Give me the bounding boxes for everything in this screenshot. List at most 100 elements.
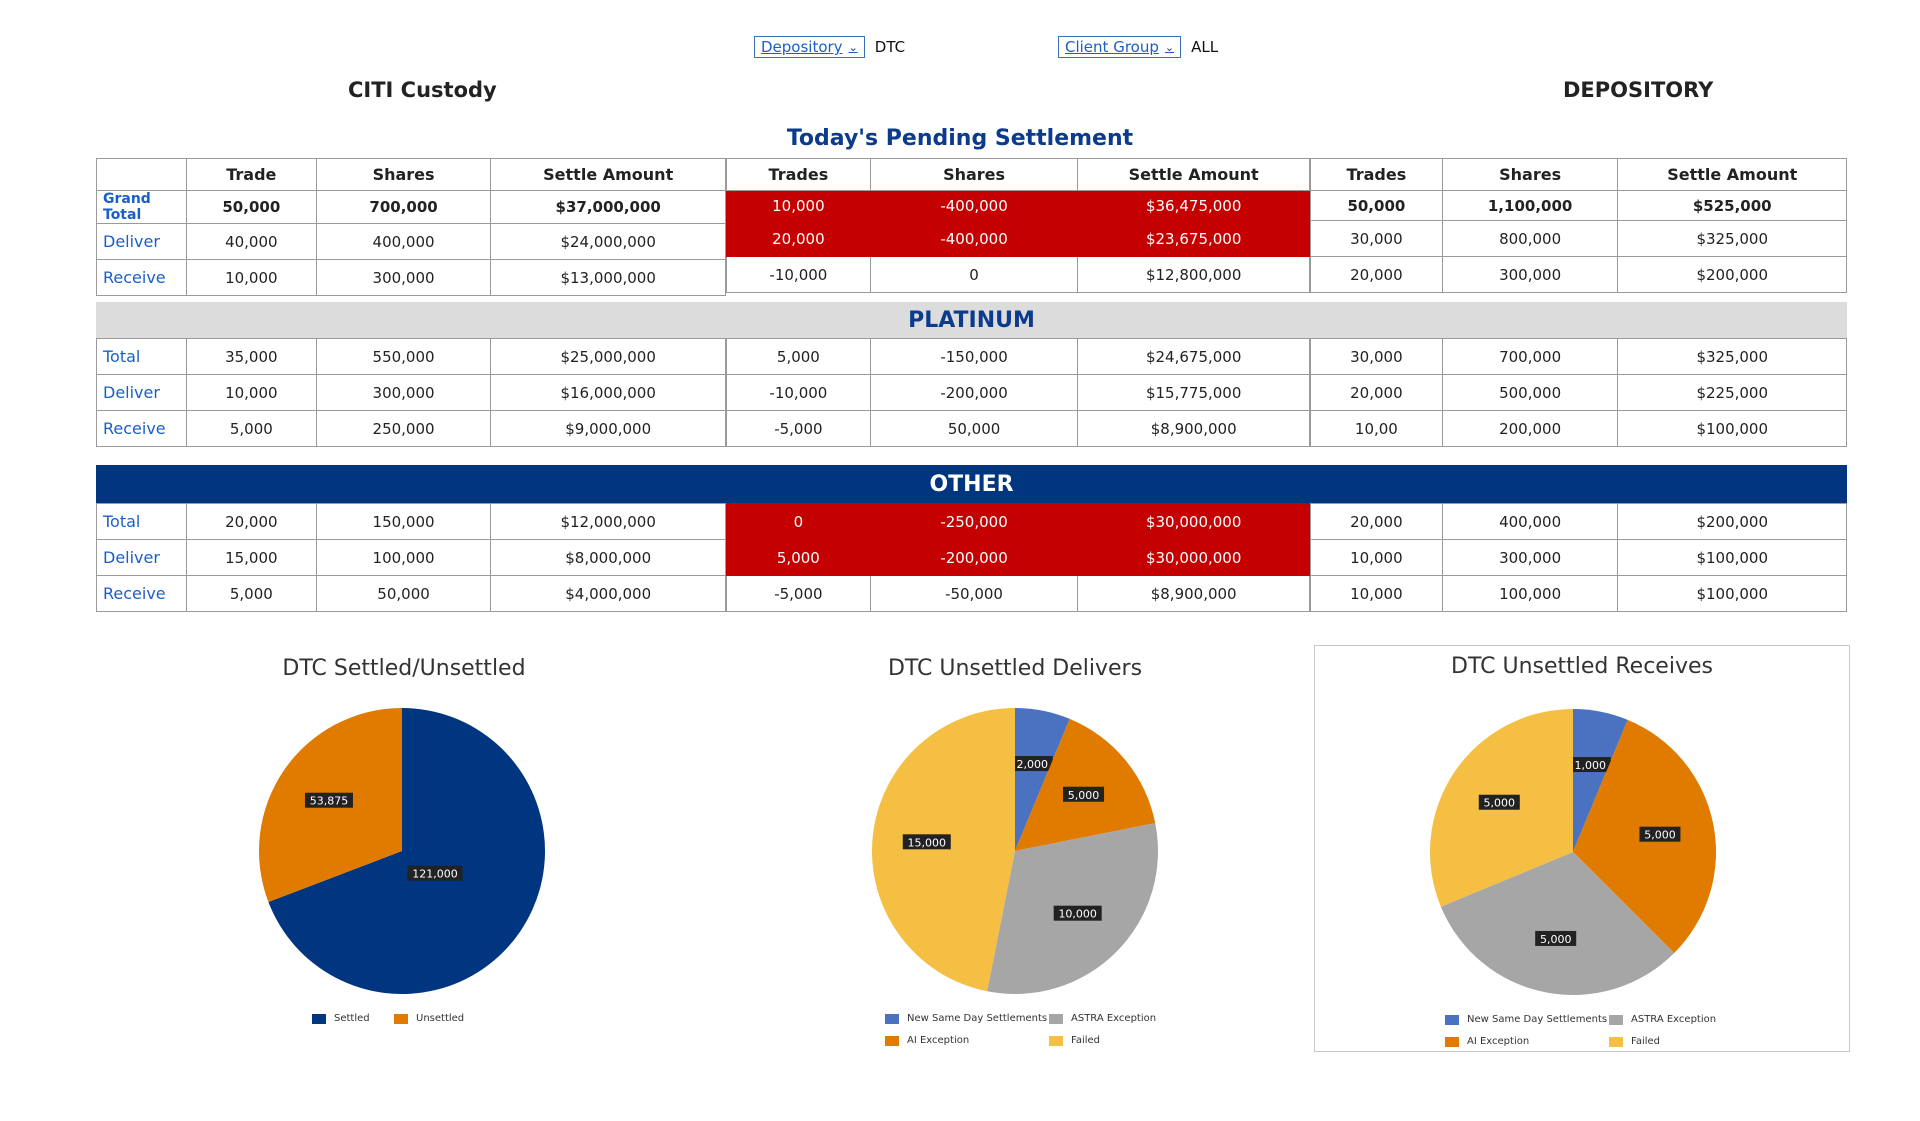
table-cell: $25,000,000 <box>490 338 726 375</box>
table-row: 20,000 -400,000 $23,675,000 <box>726 220 1310 257</box>
table-cell: 1,100,000 <box>1441 190 1619 221</box>
legend-label: ASTRA Exception <box>1071 1013 1157 1024</box>
blank-header <box>96 158 187 191</box>
table-row: Grand Total 50,000 700,000 $37,000,000 <box>96 190 726 224</box>
table-cell: 30,000 <box>1310 338 1443 375</box>
legend-swatch <box>1049 1013 1063 1024</box>
other-band: OTHER <box>96 465 1847 503</box>
depository-heading: DEPOSITORY <box>1563 78 1714 102</box>
table-cell: $36,475,000 <box>1077 190 1310 221</box>
table-row: Total 20,000 150,000 $12,000,000 <box>96 503 726 540</box>
pending-grand-table: Trades Shares Settle Amount 10,000 -400,000 $… <box>726 158 1310 293</box>
table-row: 10,000 -400,000 $36,475,000 <box>726 190 1310 221</box>
pending-other-table: 0 -250,000 $30,000,000 5,000 -200,000 $30,000… <box>726 503 1310 612</box>
table-row: 10,00 200,000 $100,000 <box>1310 410 1847 447</box>
table-row: 5,000 -200,000 $30,000,000 <box>726 539 1310 576</box>
table-cell: $100,000 <box>1617 410 1847 447</box>
table-cell: $30,000,000 <box>1077 503 1310 540</box>
pie-slice-ai-exception[interactable] <box>1015 718 1156 851</box>
table-cell: 10,00 <box>1310 410 1443 447</box>
chevron-down-icon: ⌄ <box>848 40 858 54</box>
data-label-background <box>1063 786 1105 802</box>
pie-slice-settled[interactable] <box>268 708 545 994</box>
table-row: Total 35,000 550,000 $25,000,000 <box>96 338 726 375</box>
legend-label: Failed <box>1071 1035 1101 1046</box>
table-row: -5,000 -50,000 $8,900,000 <box>726 575 1310 612</box>
legend-item: ASTRA Exception <box>1609 1014 1716 1025</box>
legend-item: Unsettled <box>394 1013 464 1024</box>
chart-unsettled-delivers: DTC Unsettled Delivers 2,000 5,000 10,000 1… <box>730 648 1300 1068</box>
row-label-link[interactable]: Total <box>96 338 187 375</box>
table-cell: $325,000 <box>1617 220 1847 257</box>
table-cell: 250,000 <box>315 410 492 447</box>
data-label-background <box>304 792 353 808</box>
data-label-background <box>1569 757 1611 773</box>
depository-grand-table: Trades Shares Settle Amount 50,000 1,100,000… <box>1310 158 1847 293</box>
row-label-link[interactable]: Receive <box>96 259 187 296</box>
data-label: 2,000 <box>1017 758 1049 771</box>
legend-label: New Same Day Settlements <box>1467 1014 1608 1025</box>
table-row: -10,000 -200,000 $15,775,000 <box>726 374 1310 411</box>
table-cell: 300,000 <box>1441 539 1619 576</box>
row-label-link[interactable]: Receive <box>96 410 187 447</box>
row-label-link[interactable]: Grand Total <box>96 190 187 224</box>
table-row: 20,000 400,000 $200,000 <box>1310 503 1847 540</box>
table-cell: 300,000 <box>315 259 492 296</box>
table-cell: $8,900,000 <box>1077 575 1310 612</box>
table-cell: 100,000 <box>315 539 492 576</box>
table-cell: -10,000 <box>726 256 871 293</box>
row-label-link[interactable]: Deliver <box>96 374 187 411</box>
table-cell: $100,000 <box>1617 539 1847 576</box>
client-group-filter: Client Group ⌄ ALL <box>1058 36 1218 58</box>
row-label-link[interactable]: Deliver <box>96 223 187 260</box>
pie-slice-new-same-day-settlements[interactable] <box>1015 708 1070 851</box>
table-cell: $325,000 <box>1617 338 1847 375</box>
column-header: Settle Amount <box>1077 158 1310 191</box>
table-cell: 20,000 <box>1310 503 1443 540</box>
row-label-link[interactable]: Receive <box>96 575 187 612</box>
pie-slice-new-same-day-settlements[interactable] <box>1573 709 1628 852</box>
legend-swatch <box>312 1013 326 1024</box>
table-cell: 300,000 <box>1441 256 1619 293</box>
table-cell: 20,000 <box>726 220 871 257</box>
table-cell: 35,000 <box>185 338 317 375</box>
pie-slice-failed[interactable] <box>872 708 1015 992</box>
table-row: 10,000 300,000 $100,000 <box>1310 539 1847 576</box>
table-cell: 700,000 <box>1441 338 1619 375</box>
table-row: Receive 5,000 50,000 $4,000,000 <box>96 575 726 612</box>
table-cell: 10,000 <box>1310 575 1443 612</box>
table-cell: $8,000,000 <box>490 539 726 576</box>
client-group-select-label: Client Group <box>1065 38 1159 56</box>
chart-title: DTC Settled/Unsettled <box>282 656 526 681</box>
table-cell: $15,775,000 <box>1077 374 1310 411</box>
data-label-background <box>1639 826 1681 842</box>
table-cell: 0 <box>726 503 871 540</box>
depository-select[interactable]: Depository ⌄ <box>754 36 865 58</box>
pending-platinum-table: 5,000 -150,000 $24,675,000 -10,000 -200,000 $… <box>726 338 1310 447</box>
client-group-value: ALL <box>1191 38 1219 56</box>
legend-swatch <box>1609 1014 1623 1025</box>
row-label-link[interactable]: Deliver <box>96 539 187 576</box>
table-cell: 10,000 <box>1310 539 1443 576</box>
data-label: 1,000 <box>1575 759 1607 772</box>
pie-chart-svg: 2,000 5,000 10,000 15,000 <box>872 708 1158 994</box>
legend-swatch <box>885 1035 899 1046</box>
table-cell: 400,000 <box>315 223 492 260</box>
citi-platinum-table: Total 35,000 550,000 $25,000,000 Deliver 10,0… <box>96 338 726 447</box>
table-cell: $30,000,000 <box>1077 539 1310 576</box>
column-header: Shares <box>869 158 1079 191</box>
pie-chart-svg: 1,000 5,000 5,000 5,000 <box>1430 709 1716 995</box>
table-row: 20,000 500,000 $225,000 <box>1310 374 1847 411</box>
filter-bar: Depository ⌄ DTC Client Group ⌄ ALL <box>0 36 1920 60</box>
table-row: Deliver 15,000 100,000 $8,000,000 <box>96 539 726 576</box>
table-cell: 5,000 <box>726 338 871 375</box>
row-label-link[interactable]: Total <box>96 503 187 540</box>
table-cell: 50,000 <box>185 190 317 224</box>
client-group-select[interactable]: Client Group ⌄ <box>1058 36 1182 58</box>
table-row: Receive 5,000 250,000 $9,000,000 <box>96 410 726 447</box>
data-label-background <box>1053 905 1102 921</box>
data-label: 5,000 <box>1484 797 1516 810</box>
legend-item: Failed <box>1609 1036 1660 1047</box>
table-cell: -400,000 <box>869 220 1079 257</box>
pie-slice-astra-exception[interactable] <box>1440 852 1675 995</box>
